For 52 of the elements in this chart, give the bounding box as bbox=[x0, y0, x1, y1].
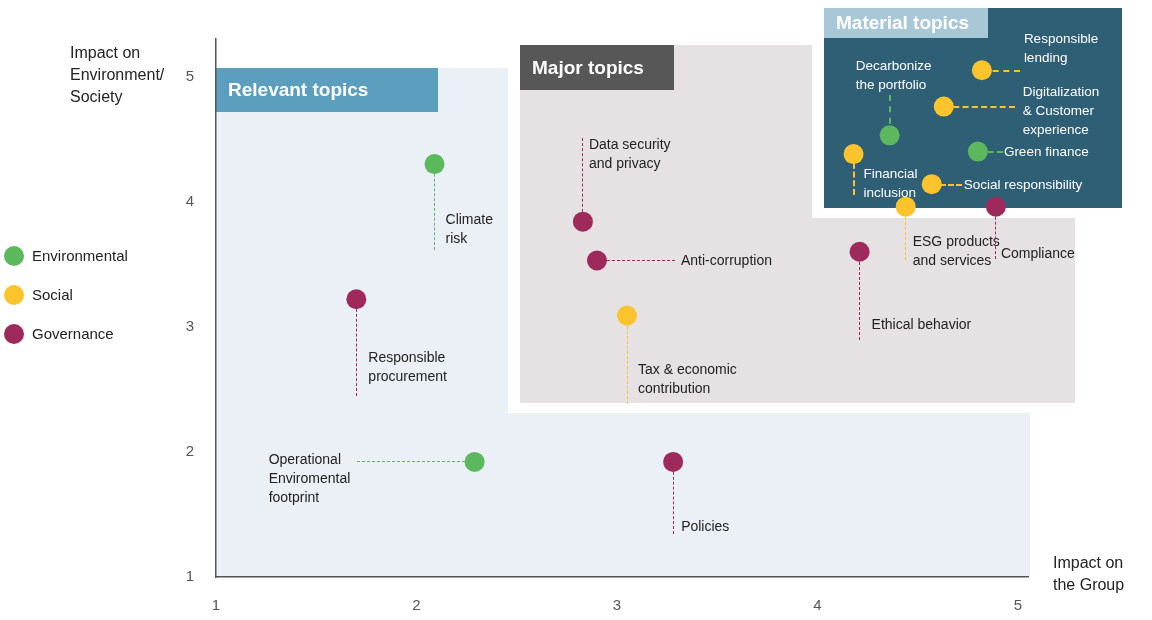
annotation: Anti-corruption bbox=[680, 251, 772, 271]
point bbox=[849, 241, 870, 262]
point bbox=[346, 289, 367, 310]
legend-label: Environmental bbox=[32, 247, 128, 264]
x-tick-label: 2 bbox=[412, 596, 421, 614]
point bbox=[971, 60, 992, 81]
legend-label: Social bbox=[32, 286, 73, 303]
point bbox=[617, 305, 638, 326]
annotation: Major topics bbox=[532, 56, 644, 79]
point bbox=[586, 250, 607, 271]
point bbox=[572, 211, 593, 232]
x-tick-label: 4 bbox=[813, 596, 822, 614]
annotation: Green finance bbox=[1003, 142, 1089, 161]
point bbox=[879, 125, 900, 146]
y-tick-label: 5 bbox=[185, 66, 194, 84]
annotation: Decarbonize the portfolio bbox=[855, 57, 932, 95]
x-tick-label: 5 bbox=[1013, 596, 1023, 614]
annotation: Social responsibility bbox=[963, 176, 1083, 195]
zone-heading: Relevant topics bbox=[216, 68, 438, 112]
zone-heading: Major topics bbox=[520, 45, 674, 90]
y-tick-label: 4 bbox=[185, 191, 194, 209]
zone-heading: Material topics bbox=[824, 8, 988, 38]
y-tick-label: 3 bbox=[185, 316, 194, 334]
annotation: Digitalization & Customer experience bbox=[1022, 82, 1100, 139]
point bbox=[895, 196, 916, 217]
y-axis-title: Impact on Environment/ Society bbox=[70, 43, 166, 107]
x-tick-label: 3 bbox=[612, 596, 622, 614]
annotation: Climate risk bbox=[445, 210, 493, 249]
annotation: Tax & economic contribution bbox=[638, 359, 737, 398]
annotation: Responsible lending bbox=[1023, 30, 1099, 68]
annotation: Operational Enviromental footprint bbox=[268, 449, 351, 507]
point bbox=[843, 144, 864, 165]
point bbox=[985, 196, 1006, 217]
annotation: Compliance bbox=[1000, 243, 1075, 263]
annotation: Financial inclusion bbox=[863, 165, 918, 203]
annotation: Policies bbox=[681, 516, 730, 536]
annotation: Ethical behavior bbox=[871, 314, 972, 334]
point bbox=[921, 174, 942, 195]
point bbox=[663, 451, 684, 472]
legend-label: Governance bbox=[32, 325, 114, 342]
annotation: ESG products and services bbox=[912, 231, 1000, 270]
point bbox=[424, 154, 445, 175]
annotation: Data security and privacy bbox=[588, 134, 671, 173]
y-tick-label: 2 bbox=[185, 442, 194, 460]
point bbox=[933, 96, 954, 117]
annotation: Responsible procurement bbox=[368, 348, 447, 387]
x-axis-title: Impact on the Group bbox=[1053, 553, 1126, 595]
y-tick-label: 1 bbox=[185, 567, 194, 585]
x-tick-label: 1 bbox=[211, 596, 221, 614]
annotation: Relevant topics bbox=[228, 79, 369, 101]
point bbox=[967, 141, 988, 162]
point bbox=[464, 451, 485, 472]
